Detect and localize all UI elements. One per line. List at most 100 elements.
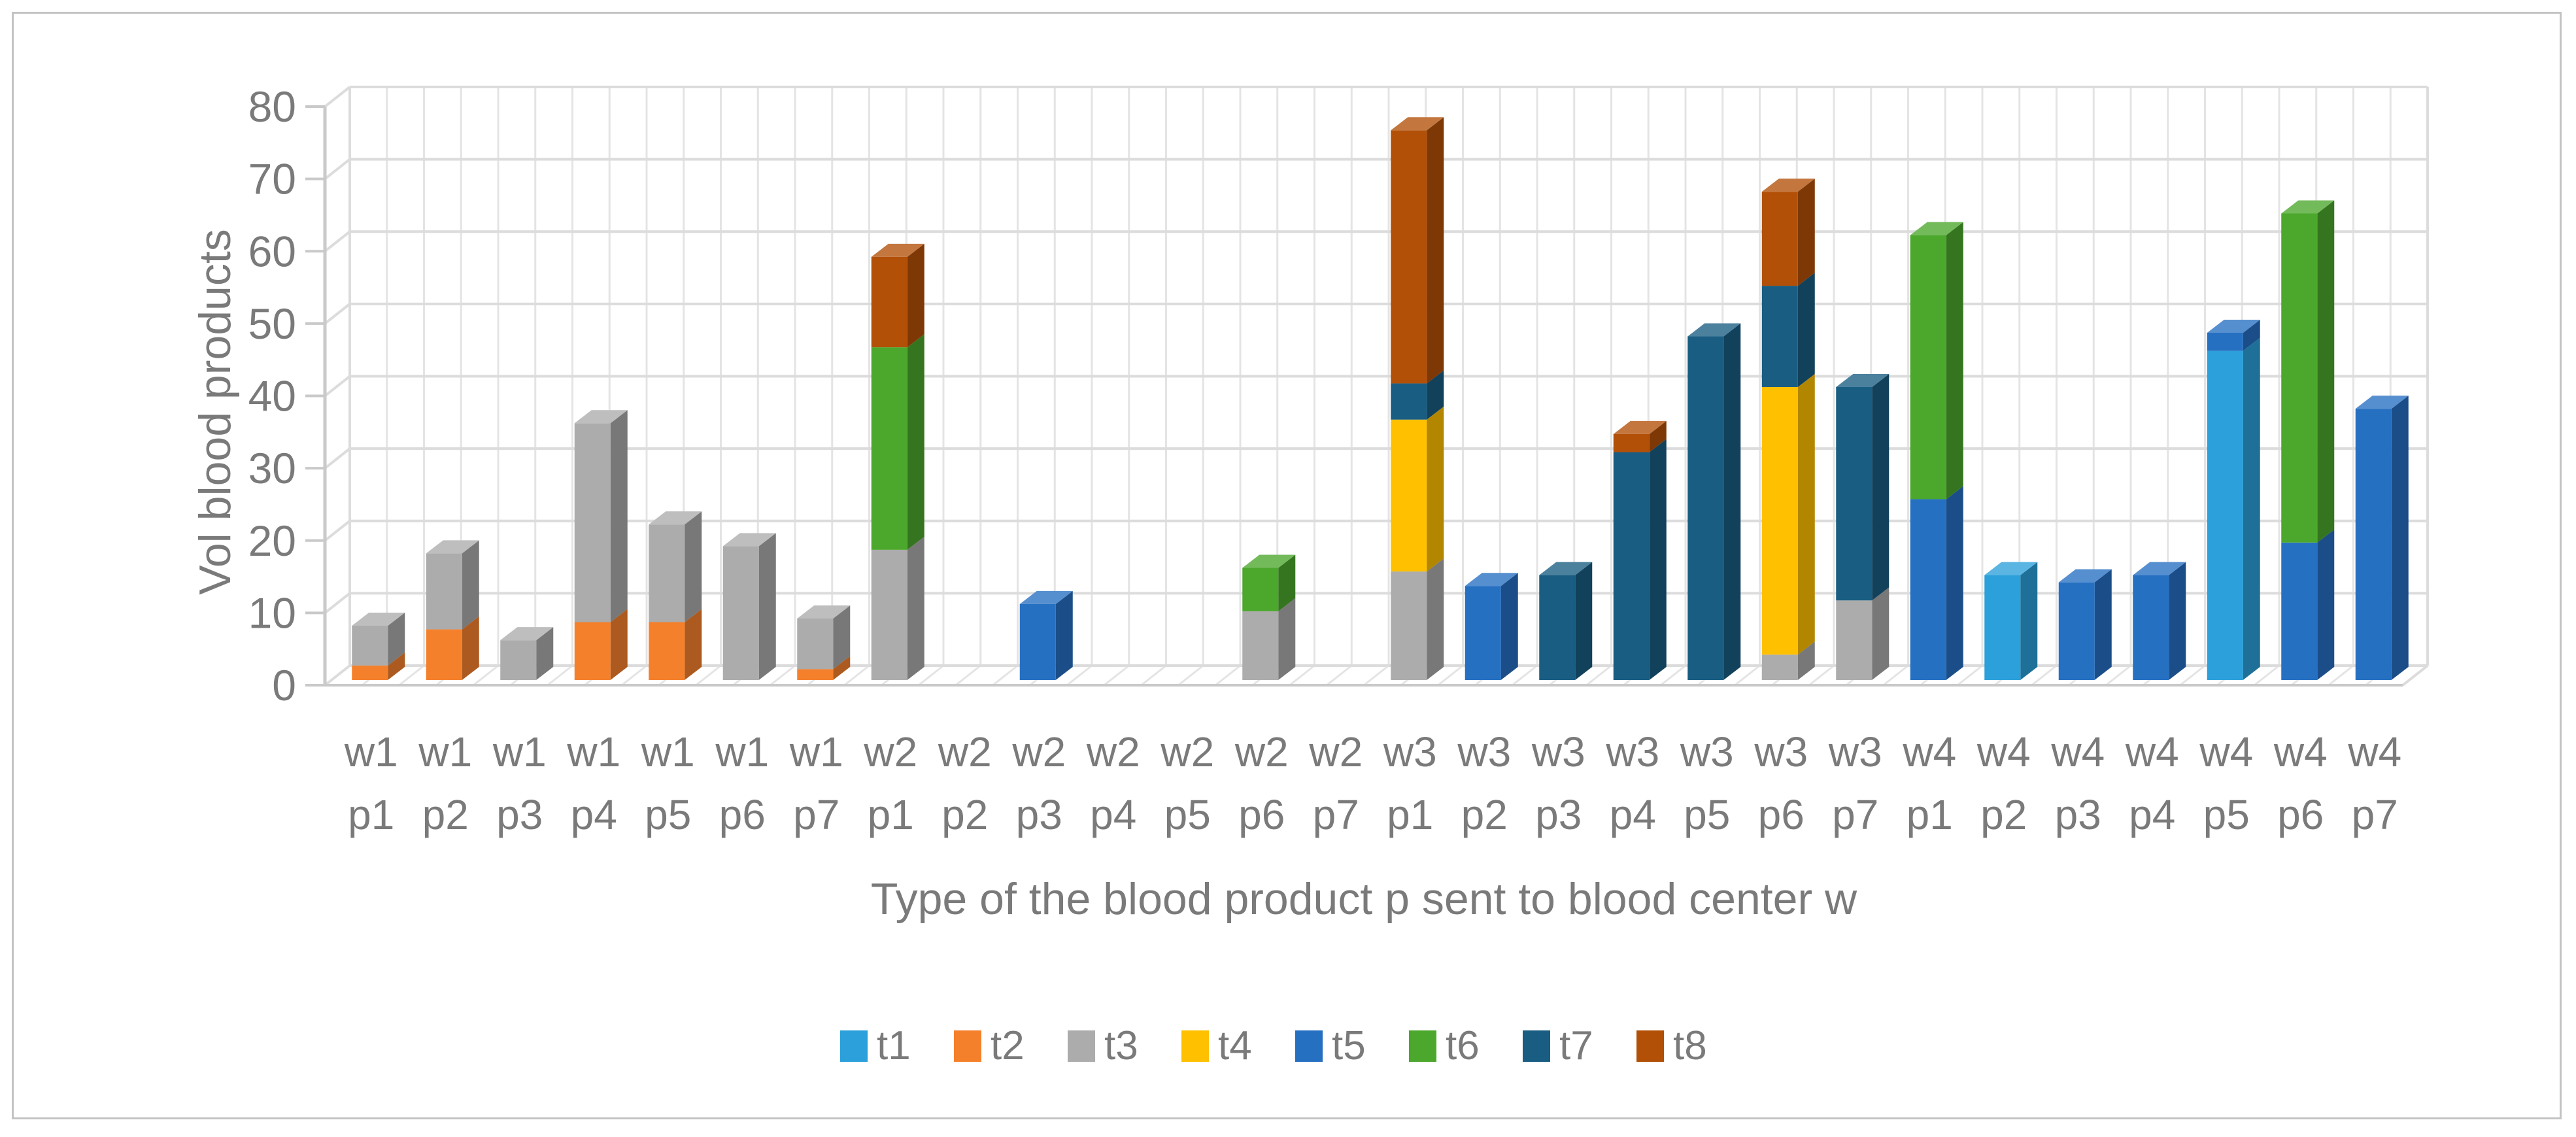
- x-label-p: p7: [793, 791, 839, 838]
- x-label-p: p5: [645, 791, 691, 838]
- x-label-w: w2: [1160, 728, 1214, 775]
- segment-t3: [1391, 571, 1427, 680]
- segment-top-t6: [1242, 554, 1296, 568]
- x-label-w: w1: [789, 728, 843, 775]
- bar-w1-p7: [797, 605, 851, 680]
- segment-side-t7: [1649, 439, 1667, 680]
- y-tick-label: 70: [248, 155, 296, 203]
- legend-item-t7: t7: [1523, 1023, 1593, 1068]
- segment-t3: [1761, 654, 1798, 680]
- x-label-w: w3: [1754, 728, 1808, 775]
- bar-w1-p4: [574, 410, 628, 680]
- x-label-p: p6: [1758, 791, 1805, 838]
- segment-t7: [1391, 383, 1427, 420]
- segment-t8: [1391, 130, 1427, 384]
- bar-w4-p7: [2355, 396, 2409, 680]
- x-label-p: p5: [1164, 791, 1211, 838]
- legend-item-t1: t1: [840, 1023, 911, 1068]
- segment-side-t3: [388, 613, 405, 666]
- segment-t2: [426, 629, 462, 680]
- segment-t6: [2281, 213, 2318, 543]
- bar-w2-p3: [1019, 590, 1073, 680]
- segment-t1: [1984, 575, 2021, 680]
- x-label-w: w3: [1828, 728, 1882, 775]
- bar-w4-p6: [2281, 200, 2335, 680]
- legend-swatch-t8: [1636, 1030, 1664, 1062]
- segment-t5: [2281, 542, 2318, 680]
- x-label-w: w4: [2125, 728, 2179, 775]
- legend-swatch-t5: [1295, 1030, 1323, 1062]
- segment-side-t3: [536, 627, 554, 680]
- segment-side-t7: [1872, 373, 1890, 601]
- x-label-p: p7: [1832, 791, 1878, 838]
- segment-t2: [352, 665, 388, 680]
- x-label-p: p3: [2055, 791, 2101, 838]
- segment-top-t6: [2281, 200, 2335, 214]
- legend-swatch-t2: [954, 1030, 981, 1062]
- bar-w3-p3: [1539, 562, 1593, 680]
- segment-side-t3: [610, 410, 628, 622]
- x-label-p: p3: [1535, 791, 1582, 838]
- y-tick-label: 10: [248, 588, 296, 637]
- segment-top-t3: [649, 511, 702, 525]
- segment-top-t3: [574, 410, 628, 424]
- x-label-w: w3: [1457, 728, 1511, 775]
- x-label-w: w1: [641, 728, 695, 775]
- legend-label-t2: t2: [991, 1023, 1025, 1068]
- segment-top-t7: [1687, 323, 1741, 337]
- x-label-p: p5: [1684, 791, 1730, 838]
- segment-side-t3: [1427, 558, 1444, 680]
- legend-label-t7: t7: [1559, 1023, 1593, 1068]
- legend-label-t3: t3: [1104, 1023, 1138, 1068]
- bar-w3-p5: [1687, 323, 1741, 680]
- y-tick-label: 80: [248, 82, 296, 131]
- segment-t5: [1910, 499, 1946, 680]
- segment-t6: [1910, 235, 1946, 500]
- x-label-p: p1: [1387, 791, 1433, 838]
- legend-label-t1: t1: [877, 1023, 911, 1068]
- segment-side-t3: [1872, 587, 1890, 680]
- x-label-p: p1: [1907, 791, 1953, 838]
- bar-w4-p5: [2207, 320, 2260, 680]
- x-label-w: w4: [2199, 728, 2253, 775]
- legend-swatch-t4: [1181, 1030, 1209, 1062]
- segment-side-t4: [1427, 406, 1444, 572]
- segment-side-t7: [1723, 323, 1741, 680]
- x-label-w: w4: [2050, 728, 2105, 775]
- legend-swatch-t1: [840, 1030, 868, 1062]
- bar-w1-p3: [500, 627, 554, 680]
- x-axis-title: Type of the blood product p sent to bloo…: [871, 874, 1857, 924]
- segment-t8: [1761, 192, 1798, 286]
- legend-item-t6: t6: [1409, 1023, 1480, 1068]
- segment-top-t8: [871, 243, 924, 257]
- bar-w3-p2: [1465, 573, 1518, 680]
- segment-t7: [1836, 386, 1873, 601]
- legend-swatch-t6: [1409, 1030, 1436, 1062]
- x-label-p: p7: [2352, 791, 2398, 838]
- segment-t2: [797, 669, 834, 680]
- bar-w1-p2: [426, 540, 479, 680]
- segment-t4: [1391, 419, 1427, 572]
- x-label-w: w2: [1086, 728, 1140, 775]
- x-label-p: p2: [1980, 791, 2027, 838]
- segment-side-t6: [2317, 200, 2335, 543]
- x-label-w: w3: [1680, 728, 1734, 775]
- segment-t5: [2058, 582, 2095, 680]
- segment-t3: [797, 618, 834, 670]
- segment-side-t5: [1055, 590, 1073, 680]
- segment-top-t5: [2133, 562, 2186, 575]
- bar-w3-p1: [1391, 117, 1444, 680]
- segment-top-t3: [722, 533, 776, 547]
- segment-side-t8: [1427, 117, 1444, 384]
- segment-top-t5: [1019, 590, 1073, 604]
- segment-side-t5: [2317, 529, 2335, 680]
- segment-side-t5: [2391, 396, 2409, 680]
- x-label-p: p2: [1461, 791, 1508, 838]
- x-label-w: w2: [938, 728, 992, 775]
- x-label-w: w4: [1902, 728, 1956, 775]
- y-tick-label: 20: [248, 517, 296, 565]
- segment-side-t7: [1575, 562, 1593, 680]
- legend-item-t2: t2: [954, 1023, 1025, 1068]
- legend-swatch-t7: [1523, 1030, 1550, 1062]
